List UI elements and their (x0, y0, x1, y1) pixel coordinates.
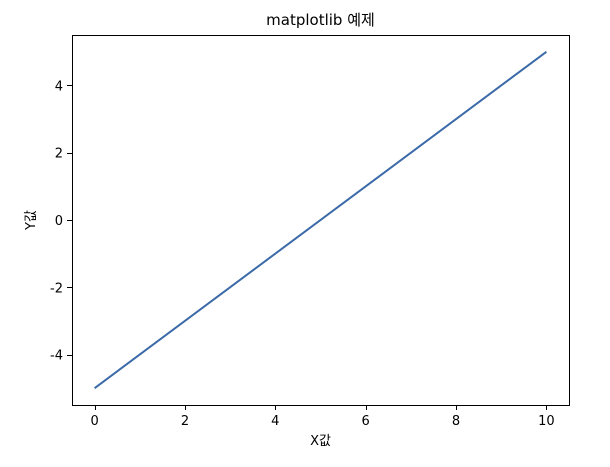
x-tick-label: 0 (90, 414, 98, 429)
series-line-1 (93, 51, 548, 389)
y-tick-label: 0 (55, 214, 63, 229)
x-tick-label: 10 (538, 414, 555, 429)
y-axis-ticks: -4 -2 0 2 4 (50, 79, 72, 364)
x-axis-label: X값 (310, 434, 331, 449)
y-axis-label: Y값 (24, 210, 39, 231)
y-tick-label: -4 (50, 349, 63, 364)
chart-title: matplotlib 예제 (266, 11, 375, 29)
axes-frame (72, 35, 570, 406)
x-axis-ticks: 0 2 4 6 8 10 (90, 405, 555, 429)
y-tick-label: 4 (55, 79, 63, 94)
y-tick-label: 2 (55, 147, 63, 162)
x-tick-label: 2 (181, 414, 189, 429)
x-tick-label: 4 (271, 414, 279, 429)
x-tick-label: 6 (362, 414, 370, 429)
x-tick-label: 8 (452, 414, 460, 429)
plot-area (93, 51, 548, 389)
y-tick-label: -2 (50, 281, 63, 296)
